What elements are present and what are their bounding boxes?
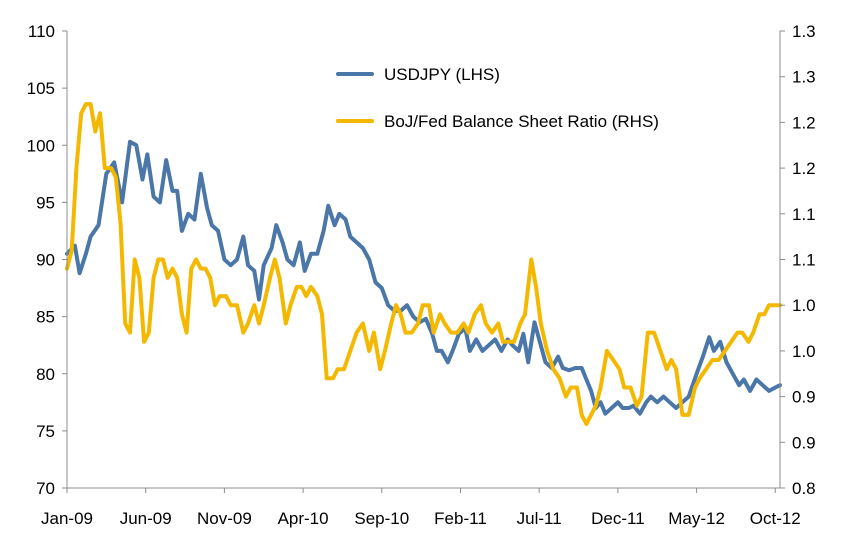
- series-layer: [65, 102, 782, 426]
- x-tick-label: Apr-10: [278, 509, 329, 528]
- x-tick-label: Nov-09: [197, 509, 252, 528]
- legend-label-boj-fed: BoJ/Fed Balance Sheet Ratio (RHS): [384, 112, 659, 131]
- left-tick-label: 75: [36, 422, 55, 441]
- left-tick-label: 105: [27, 79, 55, 98]
- right-tick-group: 0.8 0.9 0.9 1.0 1.0 1.1 1.1 1.2 1.2 1.3 1.3: [780, 22, 816, 498]
- left-tick-group: 70 75 80 85 90 95 100 105 110: [27, 22, 67, 498]
- series-line-boj-fed-ratio: [65, 102, 782, 426]
- right-tick-label: 1.2: [792, 159, 816, 178]
- x-tick-label: Jun-09: [120, 509, 172, 528]
- left-tick-label: 110: [28, 22, 55, 41]
- left-tick-label: 80: [36, 365, 55, 384]
- left-tick-label: 100: [27, 136, 55, 155]
- x-tick-group: Jan-09 Jun-09 Nov-09 Apr-10 Sep-10 Feb-11 Jul-…: [41, 488, 801, 528]
- right-tick-label: 1.0: [792, 296, 816, 315]
- left-tick-label: 70: [36, 479, 55, 498]
- right-tick-label: 1.0: [792, 342, 816, 361]
- right-tick-label: 1.1: [792, 251, 816, 270]
- x-tick-label: May-12: [668, 509, 725, 528]
- x-tick-label: Jul-11: [517, 509, 562, 528]
- left-tick-label: 85: [36, 308, 55, 327]
- x-tick-label: Feb-11: [434, 509, 487, 528]
- right-tick-label: 0.8: [792, 479, 816, 498]
- x-tick-label: Sep-10: [354, 509, 409, 528]
- right-tick-label: 0.9: [792, 433, 816, 452]
- right-tick-label: 1.3: [792, 68, 816, 87]
- x-tick-label: Oct-12: [750, 509, 801, 528]
- legend: USDJPY (LHS) BoJ/Fed Balance Sheet Ratio…: [336, 65, 659, 131]
- x-tick-label: Dec-11: [591, 509, 645, 528]
- series-line-usdjpy: [65, 139, 782, 416]
- legend-label-usdjpy: USDJPY (LHS): [384, 65, 500, 84]
- x-tick-label: Jan-09: [41, 509, 93, 528]
- right-tick-label: 1.3: [792, 22, 816, 41]
- right-tick-label: 1.2: [792, 113, 816, 132]
- right-tick-label: 1.1: [792, 205, 816, 224]
- left-tick-label: 95: [36, 193, 55, 212]
- right-tick-label: 0.9: [792, 388, 816, 407]
- left-tick-label: 90: [36, 251, 55, 270]
